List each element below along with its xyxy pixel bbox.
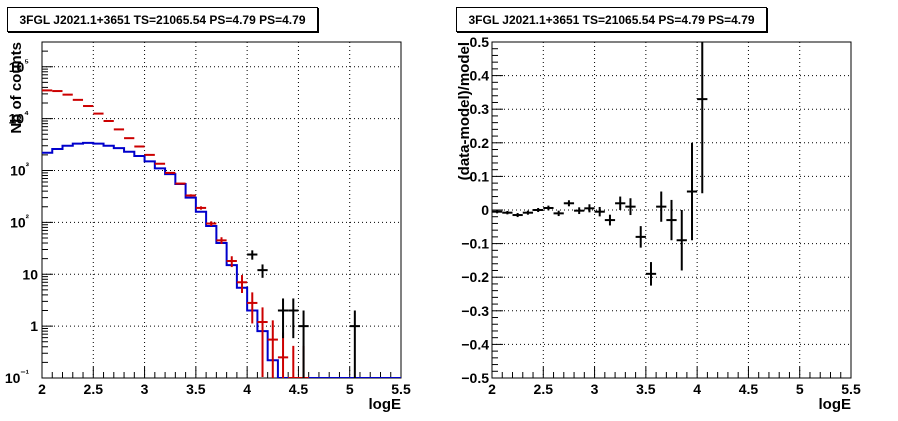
right-y-tick-label: 0 [481,202,489,218]
left-x-tick-label: 5.5 [391,381,411,397]
right-x-tick-label: 3.5 [636,381,656,397]
left-x-axis-label: logE [369,396,402,413]
left-x-tick-label: 2 [38,381,46,397]
left-y-tick-label: 10⁵ [9,58,30,75]
left-x-tick-label: 4 [243,381,251,397]
left-y-tick-label: 10⁴ [8,110,29,127]
right-y-tick-label: 0.1 [470,168,490,184]
right-x-tick-label: 5 [796,381,804,397]
right-y-tick-label: 0.3 [470,101,490,117]
left-y-tick-label: 10² [10,213,30,230]
left-x-tick-label: 4.5 [289,381,309,397]
left-y-tick-label: 1 [30,318,38,334]
right-y-tick-label: 0.4 [470,68,490,84]
left-x-tick-label: 2.5 [84,381,104,397]
right-x-tick-label: 4 [693,381,701,397]
right-x-tick-label: 4.5 [739,381,759,397]
left-y-tick-label: 10 [22,266,38,282]
right-y-tick-label: −0.4 [461,336,489,352]
right-x-tick-label: 3 [591,381,599,397]
right-y-tick-label: −0.2 [461,269,489,285]
right-y-axis-label: (data-model)/model [456,42,473,180]
right-y-tick-label: −0.1 [461,236,489,252]
right-x-axis-label: logE [819,396,852,413]
right-y-tick-label: 0.5 [470,34,490,50]
right-y-tick-label: −0.3 [461,303,489,319]
right-y-tick-label: 0.2 [470,135,490,151]
left-plot-title: 3FGL J2021.1+3651 TS=21065.54 PS=4.79 PS… [7,7,318,32]
right-plot-title: 3FGL J2021.1+3651 TS=21065.54 PS=4.79 PS… [456,7,767,32]
right-plot-title-text: 3FGL J2021.1+3651 TS=21065.54 PS=4.79 PS… [468,12,755,27]
left-plot-title-text: 3FGL J2021.1+3651 TS=21065.54 PS=4.79 PS… [19,12,306,27]
right-x-tick-label: 5.5 [841,381,861,397]
left-x-tick-label: 3.5 [186,381,206,397]
left-frame [41,41,402,379]
right-x-tick-label: 2.5 [534,381,554,397]
left-y-axis-label: Nb of counts [8,42,25,134]
right-x-tick-label: 2 [488,381,496,397]
left-y-tick-label: 10⁻¹ [5,369,30,386]
model-step-line [42,141,401,378]
left-x-tick-label: 3 [141,381,149,397]
left-y-tick-label: 10³ [10,162,30,179]
left-x-tick-label: 5 [346,381,354,397]
right-y-tick-label: −0.5 [461,370,489,386]
